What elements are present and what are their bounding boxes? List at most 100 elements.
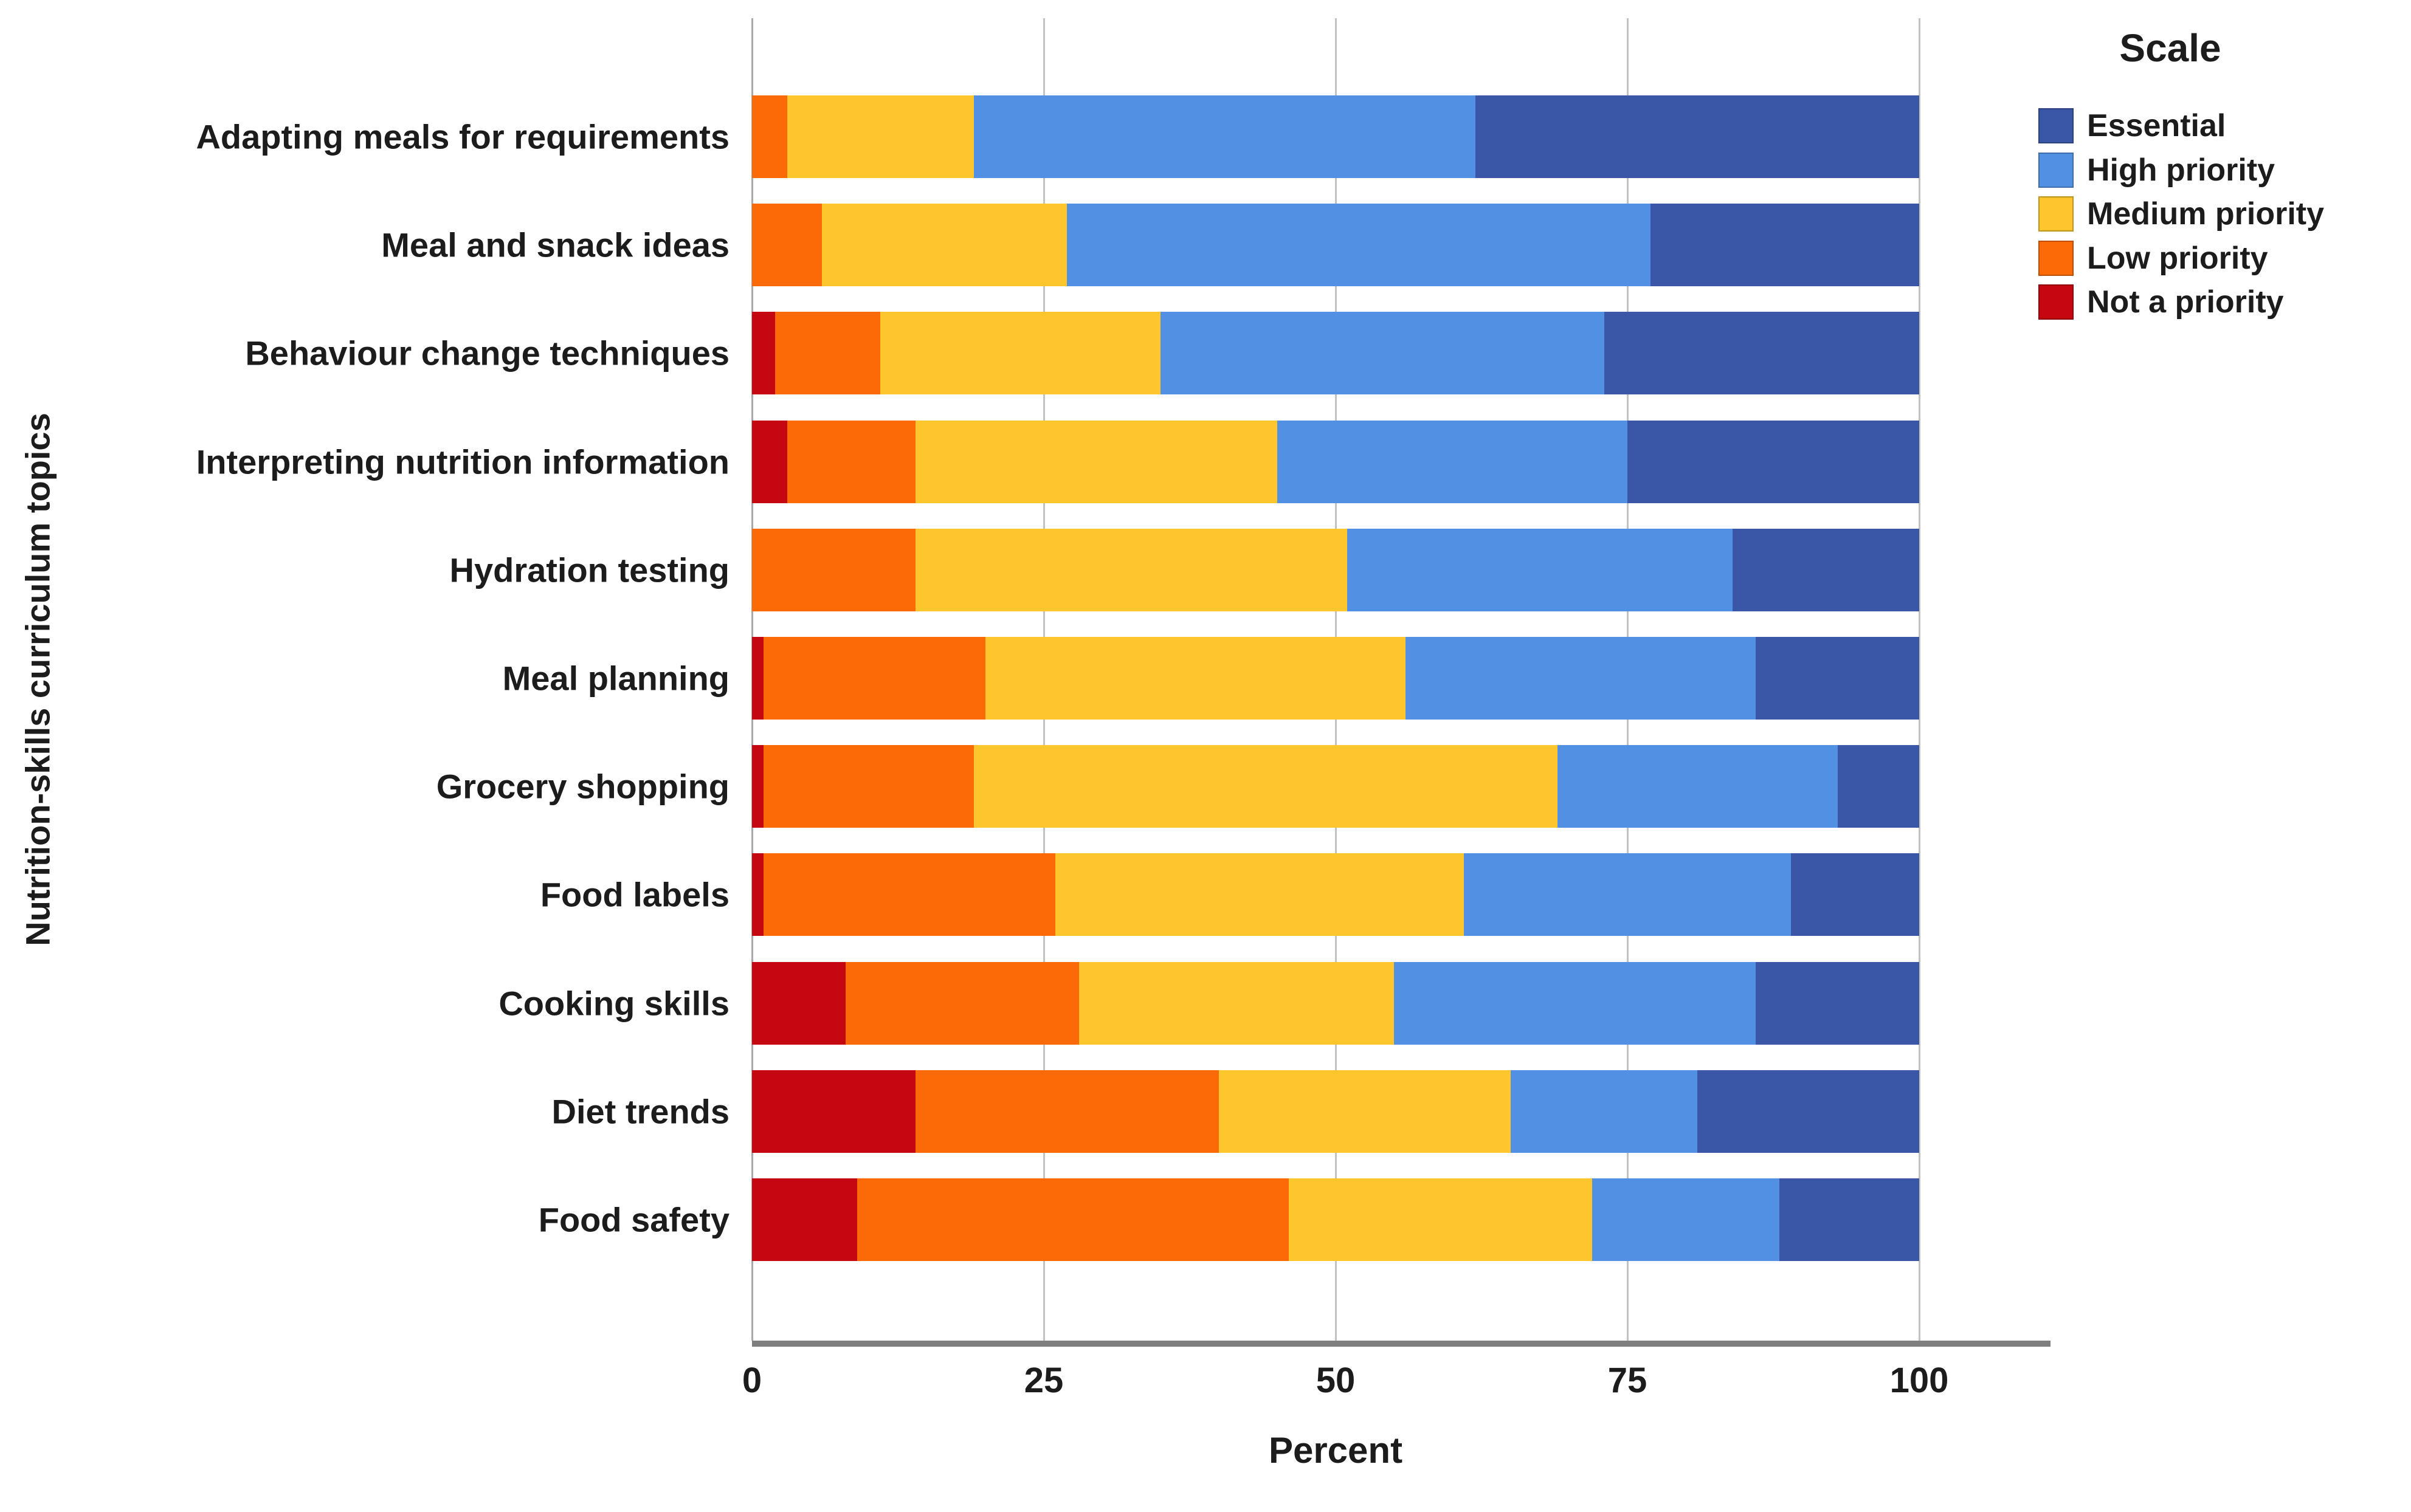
bar-segment	[857, 1178, 1289, 1261]
legend-swatch-icon	[2038, 108, 2074, 143]
bar-segment	[1837, 745, 1919, 828]
bar-segment	[1650, 204, 1919, 287]
bar-segment	[752, 528, 916, 611]
category-label: Meal planning	[502, 659, 730, 698]
bar-segment	[1732, 528, 1919, 611]
category-label: Food labels	[540, 875, 730, 914]
bar-segment	[1218, 1070, 1511, 1153]
bar-row	[752, 637, 1919, 720]
bar-segment	[1078, 961, 1394, 1045]
bar-segment	[1393, 961, 1756, 1045]
x-tick-label: 75	[1607, 1361, 1647, 1400]
bar-segment	[1510, 1070, 1698, 1153]
bar-segment	[764, 853, 1056, 936]
bar-segment	[915, 528, 1348, 611]
bar-row	[752, 1070, 1919, 1153]
bar-segment	[1289, 1178, 1593, 1261]
legend-item: Not a priority	[2038, 284, 2284, 320]
bar-segment	[822, 204, 1068, 287]
bar-row	[752, 1178, 1919, 1261]
bar-segment	[752, 204, 823, 287]
bar-segment	[973, 745, 1557, 828]
bar-segment	[1160, 312, 1604, 395]
bar-segment	[1406, 637, 1756, 720]
gridline-100	[1918, 18, 1920, 1341]
category-label: Cooking skills	[498, 984, 730, 1023]
bar-segment	[752, 853, 764, 936]
category-label: Grocery shopping	[436, 767, 730, 806]
x-tick-label: 50	[1316, 1361, 1356, 1400]
category-label: Meal and snack ideas	[381, 225, 730, 264]
y-axis-title: Nutrition-skills curriculum topics	[18, 413, 57, 946]
bar-segment	[752, 1070, 916, 1153]
bar-segment	[1627, 420, 1919, 503]
legend-item: Essential	[2038, 108, 2226, 143]
legend-swatch-icon	[2038, 152, 2074, 188]
bar-segment	[1475, 95, 1919, 178]
bar-segment	[1604, 312, 1919, 395]
category-label: Diet trends	[551, 1092, 730, 1131]
bar-segment	[752, 745, 764, 828]
bar-segment	[752, 420, 787, 503]
bar-segment	[1277, 420, 1627, 503]
legend-label: Not a priority	[2087, 284, 2284, 320]
bar-segment	[973, 95, 1476, 178]
bar-row	[752, 528, 1919, 611]
bar-segment	[915, 1070, 1219, 1153]
category-label: Food safety	[538, 1200, 730, 1239]
bar-row	[752, 853, 1919, 936]
bar-row	[752, 961, 1919, 1045]
bar-row	[752, 420, 1919, 503]
x-tick-label: 25	[1024, 1361, 1064, 1400]
bar-segment	[1055, 853, 1464, 936]
legend-swatch-icon	[2038, 284, 2074, 320]
bar-segment	[764, 745, 974, 828]
bar-segment	[787, 95, 974, 178]
x-tick-label: 0	[742, 1361, 762, 1400]
bar-segment	[1779, 1178, 1919, 1261]
bar-segment	[1067, 204, 1651, 287]
bar-row	[752, 204, 1919, 287]
category-label: Adapting meals for requirements	[196, 117, 730, 156]
bar-segment	[752, 312, 776, 395]
bar-segment	[1697, 1070, 1919, 1153]
bar-segment	[845, 961, 1079, 1045]
bar-row	[752, 745, 1919, 828]
bar-segment	[1347, 528, 1733, 611]
bar-row	[752, 312, 1919, 395]
legend-label: Medium priority	[2087, 196, 2325, 232]
legend-item: High priority	[2038, 152, 2275, 188]
legend-label: Low priority	[2087, 240, 2268, 276]
legend-title: Scale	[2119, 26, 2221, 70]
bar-segment	[787, 420, 916, 503]
x-tick-label: 100	[1889, 1361, 1949, 1400]
bar-segment	[1592, 1178, 1779, 1261]
bar-segment	[985, 637, 1406, 720]
bar-segment	[752, 961, 846, 1045]
legend-item: Low priority	[2038, 240, 2268, 276]
bar-segment	[764, 637, 985, 720]
category-label: Hydration testing	[449, 551, 730, 589]
bar-segment	[1790, 853, 1919, 936]
bar-segment	[1756, 637, 1919, 720]
bar-segment	[752, 1178, 857, 1261]
bar-segment	[1557, 745, 1838, 828]
legend-item: Medium priority	[2038, 196, 2325, 232]
legend-swatch-icon	[2038, 240, 2074, 276]
bar-segment	[880, 312, 1161, 395]
category-label: Interpreting nutrition information	[196, 442, 730, 481]
bar-segment	[915, 420, 1277, 503]
category-label: Behaviour change techniques	[245, 334, 730, 373]
bar-row	[752, 95, 1919, 178]
legend-label: High priority	[2087, 152, 2275, 188]
legend-label: Essential	[2087, 108, 2226, 143]
legend-swatch-icon	[2038, 196, 2074, 232]
bar-segment	[775, 312, 881, 395]
x-axis-title: Percent	[1268, 1430, 1403, 1471]
bar-segment	[752, 95, 787, 178]
bar-segment	[1756, 961, 1919, 1045]
bar-segment	[752, 637, 764, 720]
x-axis-line	[752, 1341, 2051, 1347]
bar-segment	[1464, 853, 1791, 936]
